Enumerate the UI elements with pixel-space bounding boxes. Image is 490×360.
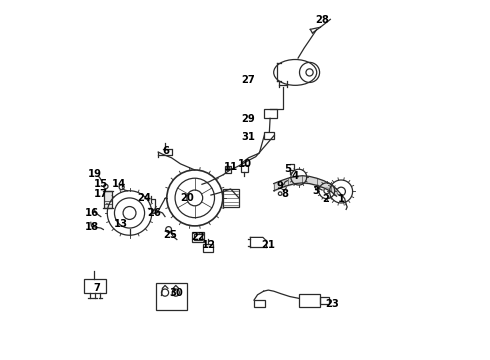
Bar [104,191,112,208]
Text: 12: 12 [201,240,216,250]
Text: 21: 21 [261,240,275,250]
Bar [203,244,214,252]
Text: 4: 4 [292,171,299,181]
Text: 18: 18 [84,222,98,232]
Text: 3: 3 [313,186,319,197]
Text: 28: 28 [315,15,329,26]
Text: 17: 17 [94,189,108,199]
Bar [194,234,202,240]
Bar [299,294,319,307]
Text: 14: 14 [112,179,126,189]
Text: 6: 6 [163,145,170,156]
Text: 16: 16 [84,208,98,218]
Text: 26: 26 [147,208,162,218]
Text: 2: 2 [322,194,329,204]
Bar [264,109,276,118]
Text: 7: 7 [94,283,100,293]
Bar [241,165,248,172]
Text: 20: 20 [181,193,195,203]
Text: 31: 31 [242,132,256,142]
Bar [223,189,239,207]
Text: 23: 23 [325,299,339,309]
Bar [254,300,265,307]
Text: 1: 1 [338,194,344,204]
Text: 13: 13 [114,219,128,229]
Bar [156,283,187,310]
Bar [265,132,274,139]
Text: 10: 10 [238,159,252,169]
Text: 8: 8 [282,189,289,199]
Bar [192,232,204,242]
Text: 11: 11 [223,162,238,172]
Text: 5: 5 [284,164,291,174]
Text: 24: 24 [138,193,151,203]
Text: 9: 9 [277,181,284,192]
Text: 25: 25 [163,230,176,239]
Bar [319,297,329,305]
Text: 30: 30 [169,288,183,298]
Bar [225,166,231,173]
Text: 22: 22 [191,232,204,242]
Text: 27: 27 [241,75,255,85]
Text: 19: 19 [88,168,102,179]
Bar [84,279,106,293]
Text: 15: 15 [94,179,108,189]
Text: 29: 29 [241,114,255,124]
